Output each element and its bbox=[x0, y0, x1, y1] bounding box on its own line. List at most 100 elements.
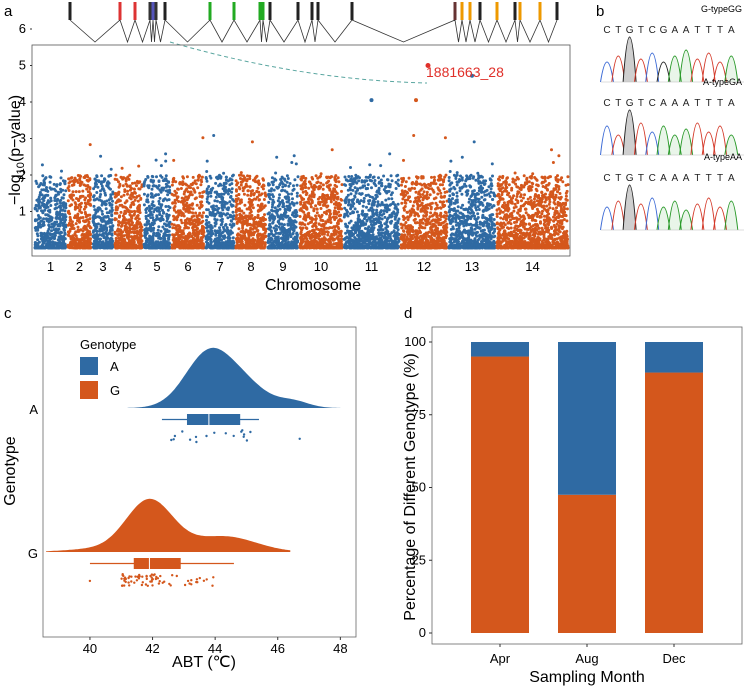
snp-point bbox=[116, 240, 120, 244]
snp-point bbox=[35, 198, 39, 202]
snp-point bbox=[317, 222, 321, 226]
snp-point bbox=[50, 229, 53, 233]
snp-point bbox=[107, 232, 110, 236]
snp-point bbox=[42, 179, 46, 182]
snp-point bbox=[159, 229, 163, 233]
snp-point bbox=[230, 225, 234, 229]
snp-point bbox=[305, 246, 309, 250]
snp-point bbox=[131, 230, 135, 234]
snp-point bbox=[88, 143, 92, 147]
snp-point bbox=[333, 183, 337, 187]
snp-point bbox=[115, 244, 119, 248]
snp-point bbox=[49, 175, 53, 179]
snp-point bbox=[306, 233, 310, 237]
snp-point bbox=[217, 195, 221, 198]
snp-point bbox=[123, 188, 127, 192]
snp-point bbox=[332, 232, 336, 236]
snp-point bbox=[291, 197, 294, 201]
snp-point bbox=[156, 228, 160, 232]
snp-point bbox=[201, 242, 204, 246]
snp-point bbox=[258, 243, 262, 247]
snp-point bbox=[231, 204, 235, 208]
snp-point bbox=[55, 241, 59, 245]
snp-point bbox=[282, 223, 286, 227]
snp-point bbox=[222, 171, 226, 175]
snp-point bbox=[50, 225, 54, 229]
snp-point bbox=[157, 225, 161, 229]
snp-point bbox=[216, 246, 220, 250]
snp-point bbox=[138, 211, 142, 215]
snp-point bbox=[186, 245, 190, 248]
snp-point bbox=[144, 236, 148, 240]
snp-point bbox=[133, 181, 137, 185]
snp-point bbox=[299, 177, 303, 181]
snp-point bbox=[200, 175, 204, 179]
exon-mark bbox=[460, 2, 464, 20]
snp-point bbox=[223, 186, 226, 190]
snp-point bbox=[201, 190, 205, 194]
snp-point bbox=[110, 206, 114, 210]
snp-point bbox=[177, 228, 181, 232]
snp-point bbox=[39, 234, 43, 238]
snp-point bbox=[160, 203, 164, 207]
snp-point bbox=[174, 238, 178, 242]
snp-point bbox=[163, 197, 167, 201]
snp-point bbox=[223, 202, 227, 206]
snp-point bbox=[209, 194, 213, 198]
snp-point bbox=[84, 202, 88, 206]
snp-point bbox=[171, 233, 175, 237]
snp-point bbox=[86, 199, 90, 202]
snp-point bbox=[191, 237, 195, 241]
snp-point bbox=[166, 208, 170, 212]
snp-point bbox=[164, 242, 168, 246]
snp-point bbox=[163, 177, 167, 181]
snp-point bbox=[91, 216, 95, 219]
snp-point bbox=[336, 225, 340, 229]
snp-point bbox=[52, 228, 56, 232]
snp-point bbox=[193, 197, 197, 201]
snp-point bbox=[253, 216, 257, 219]
snp-point bbox=[84, 212, 88, 216]
snp-point bbox=[120, 166, 124, 170]
snp-point bbox=[207, 221, 211, 224]
snp-point bbox=[119, 228, 123, 232]
snp-point bbox=[205, 236, 209, 240]
exon-mark bbox=[148, 2, 152, 20]
snp-point bbox=[42, 220, 46, 224]
snp-point bbox=[231, 210, 235, 214]
snp-point bbox=[322, 237, 326, 241]
snp-point bbox=[155, 214, 159, 218]
snp-point bbox=[229, 219, 233, 223]
snp-point bbox=[96, 185, 100, 189]
snp-point bbox=[245, 220, 249, 224]
snp-point bbox=[109, 236, 113, 240]
snp-point bbox=[80, 201, 83, 205]
snp-point bbox=[45, 235, 49, 239]
snp-point bbox=[174, 180, 178, 184]
snp-point bbox=[286, 177, 290, 180]
snp-point bbox=[240, 221, 244, 225]
snp-point bbox=[50, 187, 54, 191]
snp-point bbox=[185, 175, 189, 179]
snp-point bbox=[221, 225, 225, 229]
manhattan-points bbox=[33, 63, 570, 250]
snp-point bbox=[238, 201, 242, 205]
snp-point bbox=[75, 179, 79, 183]
snp-point bbox=[136, 219, 139, 223]
snp-point bbox=[333, 177, 337, 181]
snp-point bbox=[246, 174, 249, 178]
snp-point bbox=[133, 198, 137, 202]
snp-point bbox=[267, 237, 271, 241]
snp-point bbox=[155, 206, 159, 210]
snp-point bbox=[121, 184, 125, 188]
snp-point bbox=[163, 233, 167, 237]
snp-point bbox=[78, 174, 82, 178]
snp-point bbox=[92, 194, 96, 198]
snp-point bbox=[124, 182, 128, 186]
snp-point bbox=[225, 226, 229, 230]
snp-point bbox=[267, 193, 271, 197]
snp-point bbox=[189, 221, 192, 225]
snp-point bbox=[221, 197, 224, 201]
snp-point bbox=[68, 180, 72, 184]
snp-point bbox=[196, 237, 200, 241]
